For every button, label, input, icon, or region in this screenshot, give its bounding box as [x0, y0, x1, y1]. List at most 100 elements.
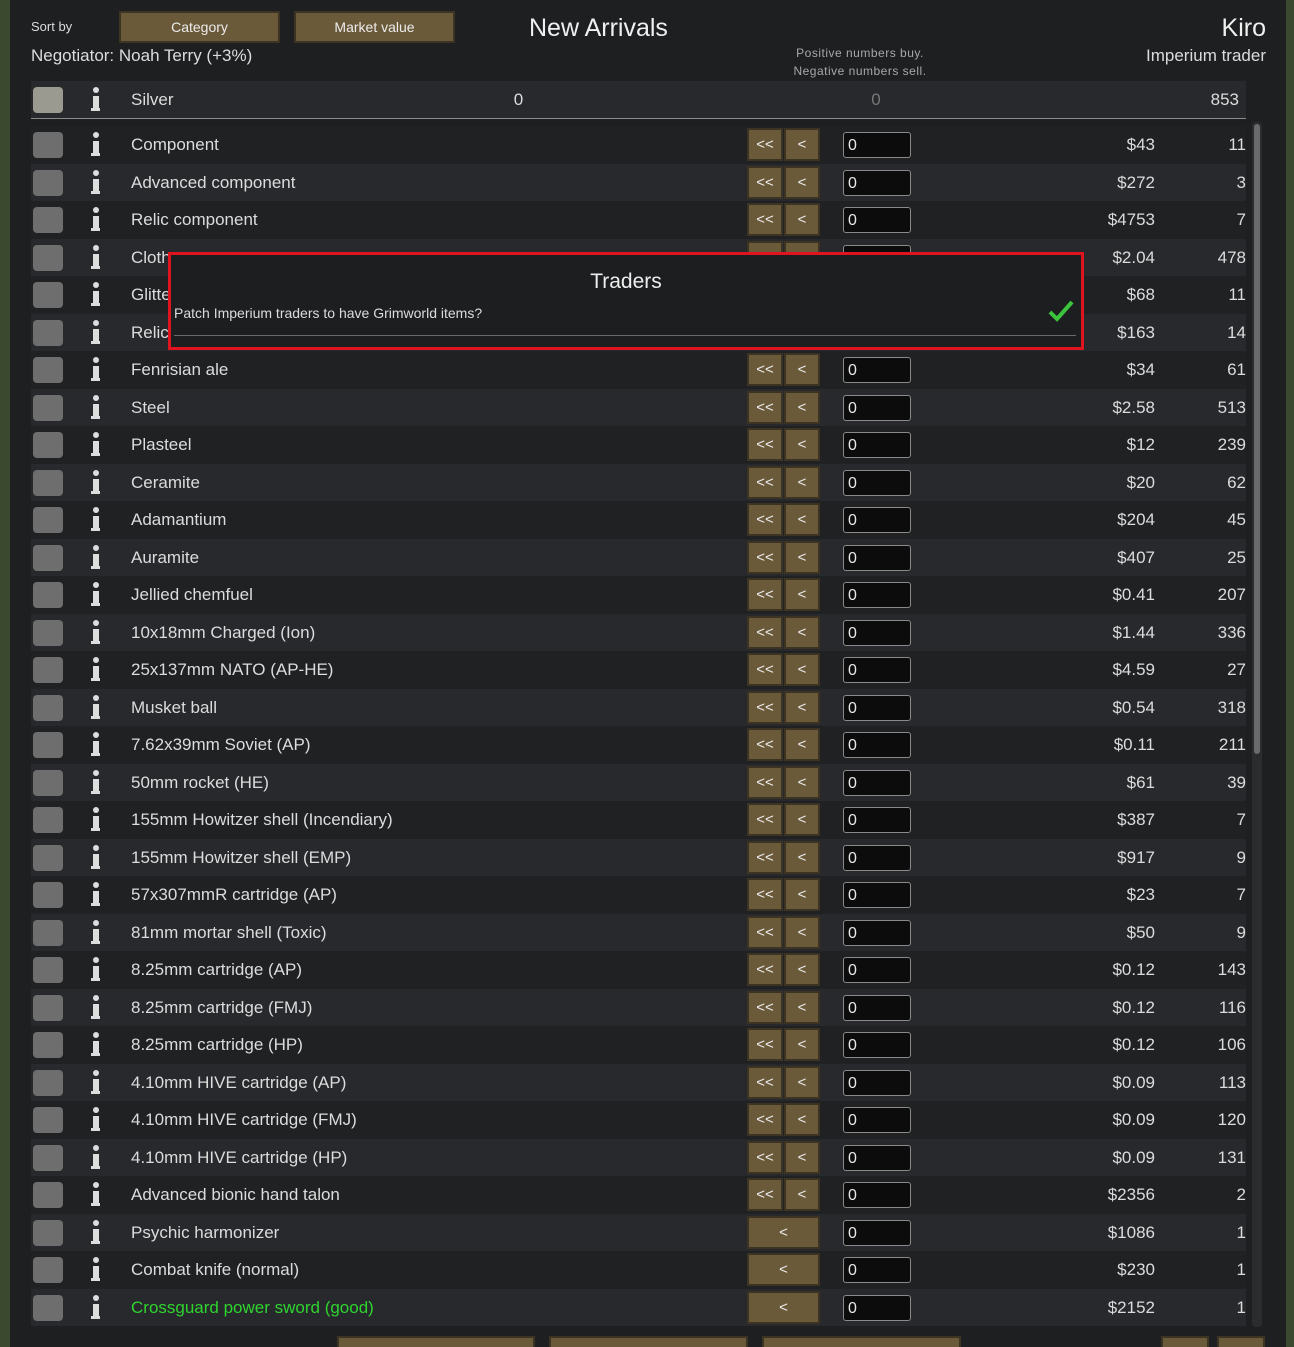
- info-icon[interactable]: [90, 694, 100, 721]
- count-input[interactable]: 0: [843, 544, 911, 571]
- count-input[interactable]: 0: [843, 807, 911, 833]
- count-input[interactable]: 0: [843, 582, 911, 608]
- count-input[interactable]: 0: [843, 1069, 911, 1096]
- trade-button[interactable]: <: [784, 390, 820, 424]
- count-input[interactable]: 0: [843, 1219, 911, 1246]
- trade-button[interactable]: <<: [747, 690, 783, 724]
- trade-button[interactable]: <<: [747, 353, 783, 386]
- trade-button[interactable]: <: [784, 803, 820, 836]
- info-icon[interactable]: [90, 656, 100, 683]
- info-icon[interactable]: [90, 1031, 100, 1058]
- count-input[interactable]: 0: [843, 732, 911, 758]
- info-icon[interactable]: [90, 356, 100, 383]
- count-input[interactable]: 0: [843, 919, 911, 946]
- info-icon[interactable]: [90, 1294, 100, 1321]
- scrollbar[interactable]: [1252, 122, 1262, 1327]
- bottom-button[interactable]: [762, 1336, 961, 1347]
- sort-button[interactable]: Market value: [294, 11, 455, 43]
- trade-button[interactable]: <: [784, 728, 820, 761]
- info-icon[interactable]: [90, 994, 100, 1021]
- trade-button[interactable]: <: [747, 1253, 820, 1286]
- trade-button[interactable]: <: [784, 353, 820, 386]
- info-icon[interactable]: [90, 1256, 100, 1283]
- info-icon[interactable]: [90, 581, 100, 608]
- count-input[interactable]: 0: [843, 769, 911, 796]
- info-icon[interactable]: [90, 844, 100, 871]
- trade-button[interactable]: <: [784, 1103, 820, 1136]
- info-icon[interactable]: [90, 506, 100, 533]
- trade-button[interactable]: <<: [747, 653, 783, 686]
- trade-button[interactable]: <<: [747, 390, 783, 424]
- count-input[interactable]: 0: [843, 1032, 911, 1058]
- bottom-button[interactable]: [337, 1336, 535, 1347]
- count-input[interactable]: 0: [843, 1182, 911, 1208]
- count-input[interactable]: 0: [843, 1144, 911, 1171]
- count-input[interactable]: 0: [843, 882, 911, 908]
- trade-button[interactable]: <: [784, 128, 820, 161]
- count-input[interactable]: 0: [843, 507, 911, 533]
- info-icon[interactable]: [90, 881, 100, 908]
- trade-button[interactable]: <<: [747, 840, 783, 874]
- count-input[interactable]: 0: [843, 619, 911, 646]
- info-icon[interactable]: [90, 131, 100, 158]
- info-icon[interactable]: [90, 206, 100, 233]
- trade-button[interactable]: <: [784, 990, 820, 1024]
- trade-button[interactable]: <: [784, 765, 820, 799]
- trade-button[interactable]: <<: [747, 540, 783, 574]
- trade-button[interactable]: <<: [747, 1178, 783, 1211]
- trade-button[interactable]: <<: [747, 1028, 783, 1061]
- info-icon[interactable]: [90, 319, 100, 346]
- trade-button[interactable]: <<: [747, 165, 783, 199]
- info-icon[interactable]: [90, 394, 100, 421]
- trade-button[interactable]: <<: [747, 1065, 783, 1099]
- trade-button[interactable]: <<: [747, 765, 783, 799]
- trade-button[interactable]: <: [747, 1290, 820, 1324]
- trade-button[interactable]: <: [784, 690, 820, 724]
- count-input[interactable]: 0: [843, 957, 911, 983]
- trade-button[interactable]: <: [747, 1215, 820, 1249]
- info-icon[interactable]: [90, 169, 100, 196]
- count-input[interactable]: 0: [843, 994, 911, 1021]
- trade-button[interactable]: <<: [747, 203, 783, 236]
- trade-button[interactable]: <: [784, 578, 820, 611]
- trade-button[interactable]: <<: [747, 1140, 783, 1174]
- trade-button[interactable]: <<: [747, 503, 783, 536]
- count-input[interactable]: 0: [843, 132, 911, 158]
- trade-button[interactable]: <<: [747, 915, 783, 949]
- trade-button[interactable]: <<: [747, 1103, 783, 1136]
- trade-button[interactable]: <: [784, 465, 820, 499]
- trade-button[interactable]: <: [784, 1028, 820, 1061]
- info-icon[interactable]: [90, 281, 100, 308]
- trade-button[interactable]: <<: [747, 615, 783, 649]
- count-input[interactable]: 0: [843, 1257, 911, 1283]
- info-icon[interactable]: [90, 731, 100, 758]
- count-input[interactable]: 0: [843, 1107, 911, 1133]
- info-icon[interactable]: [90, 244, 100, 271]
- count-input[interactable]: 0: [843, 207, 911, 233]
- trade-button[interactable]: <<: [747, 578, 783, 611]
- trade-button[interactable]: <: [784, 1065, 820, 1099]
- trade-button[interactable]: <: [784, 503, 820, 536]
- info-icon[interactable]: [90, 1219, 100, 1246]
- trade-button[interactable]: <: [784, 615, 820, 649]
- info-icon[interactable]: [90, 956, 100, 983]
- trade-button[interactable]: <: [784, 878, 820, 911]
- trade-button[interactable]: <<: [747, 803, 783, 836]
- trade-button[interactable]: <<: [747, 728, 783, 761]
- count-input[interactable]: 0: [843, 432, 911, 458]
- trade-button[interactable]: <<: [747, 428, 783, 461]
- trade-button[interactable]: <: [784, 1140, 820, 1174]
- trade-button[interactable]: <: [784, 428, 820, 461]
- bottom-button[interactable]: [549, 1336, 748, 1347]
- bottom-button[interactable]: [1161, 1336, 1209, 1347]
- count-input[interactable]: 0: [843, 657, 911, 683]
- trade-button[interactable]: <: [784, 203, 820, 236]
- count-input[interactable]: 0: [843, 169, 911, 196]
- info-icon[interactable]: [90, 86, 100, 113]
- trade-button[interactable]: <: [784, 953, 820, 986]
- trade-button[interactable]: <: [784, 653, 820, 686]
- trade-button[interactable]: <<: [747, 953, 783, 986]
- info-icon[interactable]: [90, 1181, 100, 1208]
- checkbox[interactable]: [1047, 299, 1075, 323]
- info-icon[interactable]: [90, 544, 100, 571]
